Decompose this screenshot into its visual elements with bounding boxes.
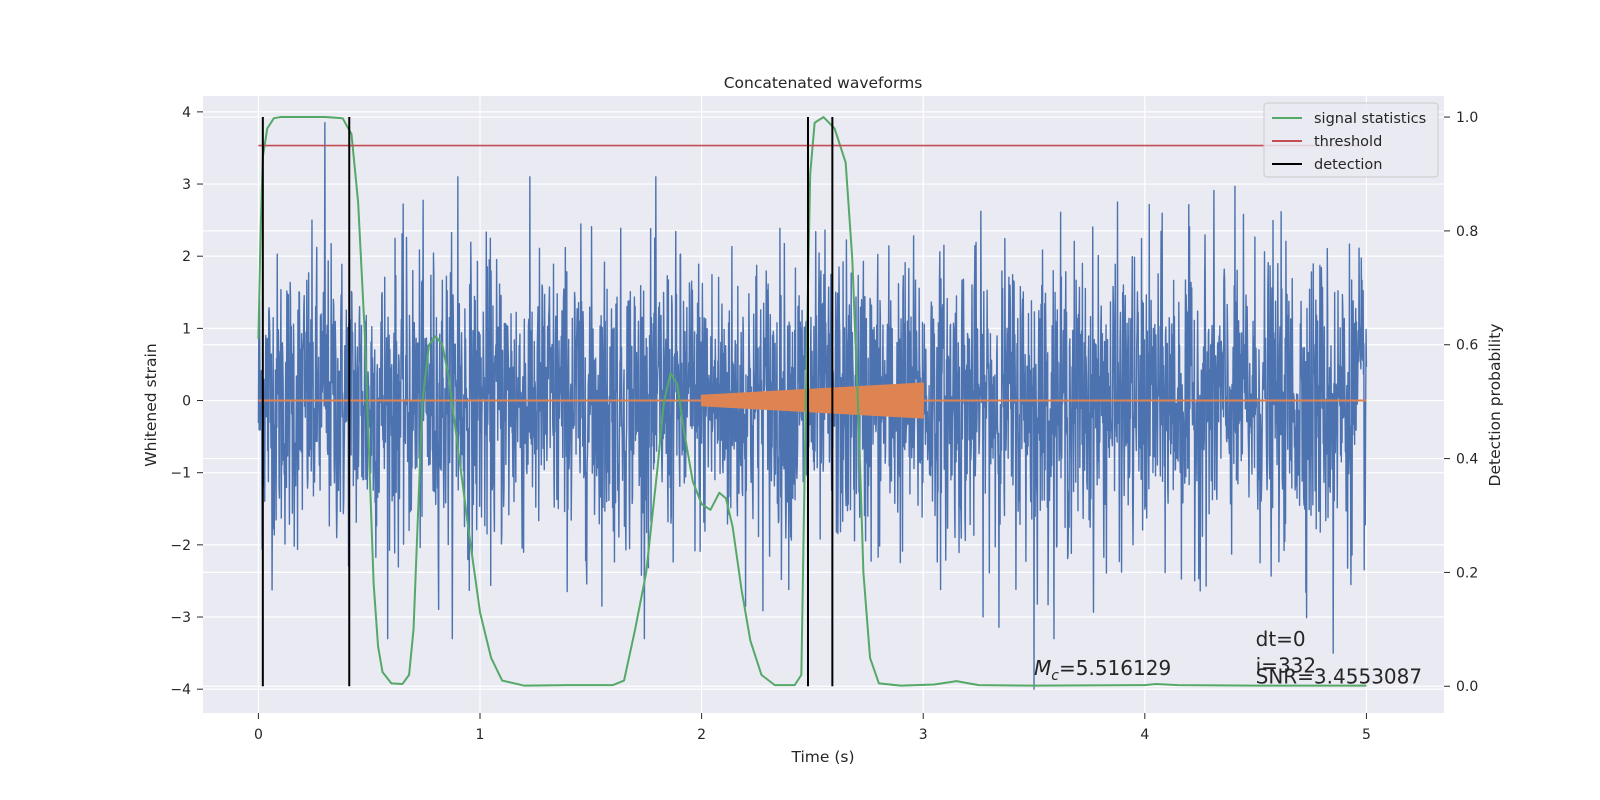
x-tick-label: 5 [1362,727,1371,743]
x-tick-label: 2 [697,727,706,743]
legend-label: signal statistics [1314,111,1426,127]
legend-label: detection [1314,157,1382,173]
y-tick-label: 0 [182,394,191,410]
y2-tick-label: 0.8 [1456,224,1478,240]
chart-title: Concatenated waveforms [724,74,923,92]
y-axis-label: Whitened strain [142,343,160,466]
y2-tick-label: 0.6 [1456,338,1478,354]
x-axis-ticks: 0 1 2 3 4 5 [254,713,1371,743]
y2-tick-label: 0.4 [1456,452,1478,468]
annotation-text: dt=0 [1256,627,1306,651]
y-tick-label: −3 [170,610,191,626]
y-tick-label: 2 [182,249,191,265]
x-tick-label: 0 [254,727,263,743]
template-chirp-line [700,382,925,419]
y-axis-ticks: −4 −3 −2 −1 0 1 2 3 4 [170,105,203,698]
y2-tick-label: 0.0 [1456,679,1478,695]
y2-axis-ticks: 0.0 0.2 0.4 0.6 0.8 1.0 [1444,110,1478,695]
y-tick-label: 3 [182,177,191,193]
x-tick-label: 4 [1140,727,1149,743]
series-layer [257,116,1368,690]
legend-box [1263,102,1439,178]
annotation-text: Mc=5.516129 [1034,656,1171,684]
signal-statistics-line [257,116,1367,687]
y2-tick-label: 1.0 [1456,110,1478,126]
x-axis-label: Time (s) [790,748,854,766]
y2-axis-label: Detection probability [1486,324,1504,487]
y-tick-label: 1 [182,321,191,337]
y-tick-label: −2 [170,538,191,554]
legend-label: threshold [1314,134,1382,150]
y-tick-label: 4 [182,105,191,121]
x-tick-label: 1 [476,727,485,743]
annotation-text: SNR=3.4553087 [1256,664,1422,688]
x-tick-label: 3 [919,727,928,743]
y-tick-label: −1 [170,466,191,482]
y2-tick-label: 0.2 [1456,565,1478,581]
y-tick-label: −4 [170,682,191,698]
legend: signal statistics threshold detection [1263,102,1439,178]
annotation-text: i=332 [1256,654,1317,678]
